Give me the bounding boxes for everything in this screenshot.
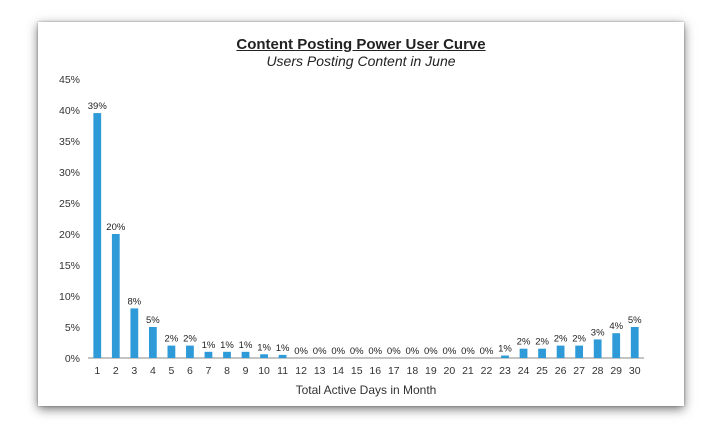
data-label: 0% bbox=[405, 346, 419, 357]
y-tick-label: 45% bbox=[59, 74, 80, 86]
x-tick-label: 18 bbox=[406, 365, 418, 377]
data-label: 1% bbox=[239, 340, 253, 351]
y-axis: 0% 5% 10% 15% 20% 25% 30% 35% 40% 45% bbox=[59, 74, 80, 365]
data-label: 0% bbox=[461, 346, 475, 357]
bar bbox=[93, 113, 102, 358]
chart-card: Content Posting Power User Curve Users P… bbox=[38, 22, 684, 406]
x-tick-label: 21 bbox=[462, 365, 474, 377]
data-label: 0% bbox=[294, 346, 308, 357]
x-tick-label: 9 bbox=[243, 365, 249, 377]
x-tick-label: 29 bbox=[610, 365, 622, 377]
bar bbox=[204, 351, 213, 358]
data-label: 0% bbox=[443, 346, 457, 357]
x-tick-label: 15 bbox=[351, 365, 363, 377]
bar bbox=[519, 348, 528, 358]
data-label: 2% bbox=[572, 334, 586, 345]
bar bbox=[167, 345, 176, 358]
bar bbox=[501, 355, 509, 358]
x-tick-label: 30 bbox=[629, 365, 641, 377]
x-tick-label: 20 bbox=[444, 365, 456, 377]
y-tick-label: 25% bbox=[59, 198, 80, 210]
x-tick-label: 16 bbox=[369, 365, 381, 377]
x-tick-label: 25 bbox=[536, 365, 548, 377]
x-tick-label: 2 bbox=[113, 365, 119, 377]
x-tick-label: 17 bbox=[388, 365, 400, 377]
chart-subtitle: Users Posting Content in June bbox=[266, 53, 456, 69]
x-axis: 1 2 3 4 5 6 7 8 9 10 11 12 13 14 15 16 17 18 19 20 21 22 23 24 2… bbox=[94, 365, 640, 377]
x-tick-label: 28 bbox=[592, 365, 604, 377]
data-label: 2% bbox=[535, 337, 549, 348]
data-labels-group: 39% 20% 8% 5% 2% 2% 1% 1% 1% 1% 1% 0% 0% 0% 0% 0% 0% 0% 0%… bbox=[88, 101, 642, 357]
x-tick-label: 23 bbox=[499, 365, 511, 377]
x-tick-label: 22 bbox=[481, 365, 493, 377]
y-tick-label: 15% bbox=[59, 260, 80, 272]
x-tick-label: 27 bbox=[573, 365, 585, 377]
data-label: 8% bbox=[127, 296, 141, 307]
x-tick-label: 24 bbox=[518, 365, 530, 377]
data-label: 0% bbox=[331, 346, 345, 357]
bar bbox=[130, 308, 139, 358]
bar bbox=[556, 345, 565, 358]
data-label: 4% bbox=[609, 321, 623, 332]
x-tick-label: 8 bbox=[224, 365, 230, 377]
data-label: 5% bbox=[628, 315, 642, 326]
x-tick-label: 19 bbox=[425, 365, 437, 377]
data-label: 20% bbox=[106, 222, 126, 233]
data-label: 1% bbox=[220, 340, 234, 351]
y-tick-label: 35% bbox=[59, 136, 80, 148]
x-tick-label: 7 bbox=[206, 365, 212, 377]
data-label: 0% bbox=[350, 346, 364, 357]
bars-group bbox=[93, 113, 639, 358]
x-tick-label: 6 bbox=[187, 365, 193, 377]
y-tick-label: 30% bbox=[59, 167, 80, 179]
y-tick-label: 40% bbox=[59, 105, 80, 117]
data-label: 0% bbox=[313, 346, 327, 357]
data-label: 0% bbox=[480, 346, 494, 357]
y-tick-label: 20% bbox=[59, 229, 80, 241]
data-label: 3% bbox=[591, 327, 605, 338]
x-tick-label: 13 bbox=[314, 365, 326, 377]
data-label: 1% bbox=[257, 342, 271, 353]
y-tick-label: 5% bbox=[65, 322, 80, 334]
bar bbox=[278, 354, 287, 358]
bar bbox=[575, 345, 584, 358]
data-label: 5% bbox=[146, 315, 160, 326]
bar bbox=[148, 327, 157, 358]
x-axis-label: Total Active Days in Month bbox=[296, 383, 437, 397]
bar bbox=[538, 348, 546, 358]
bar bbox=[260, 354, 268, 358]
data-label: 2% bbox=[554, 334, 568, 345]
data-label: 0% bbox=[368, 346, 382, 357]
x-tick-label: 10 bbox=[258, 365, 270, 377]
plot-area: 0%5%10%15%20%25%30%35%40%45% 39%20%8%5%2… bbox=[59, 74, 644, 397]
bar bbox=[186, 345, 194, 358]
bar bbox=[223, 351, 231, 358]
x-tick-label: 5 bbox=[168, 365, 174, 377]
x-tick-label: 26 bbox=[555, 365, 567, 377]
data-label: 2% bbox=[183, 334, 197, 345]
data-label: 1% bbox=[276, 343, 290, 354]
data-label: 39% bbox=[88, 101, 108, 112]
data-label: 0% bbox=[387, 346, 401, 357]
bar bbox=[111, 234, 120, 358]
data-label: 2% bbox=[165, 334, 179, 345]
data-label: 0% bbox=[424, 346, 438, 357]
bar bbox=[630, 327, 639, 358]
data-label: 1% bbox=[498, 344, 512, 355]
x-tick-label: 12 bbox=[295, 365, 307, 377]
chart-title: Content Posting Power User Curve bbox=[236, 36, 486, 53]
data-label: 1% bbox=[202, 340, 216, 351]
y-tick-label: 10% bbox=[59, 291, 80, 303]
y-tick-label: 0% bbox=[65, 353, 80, 365]
x-tick-label: 1 bbox=[94, 365, 100, 377]
bar bbox=[612, 333, 621, 358]
x-tick-label: 4 bbox=[150, 365, 156, 377]
bar bbox=[241, 351, 250, 358]
bar bbox=[593, 339, 602, 358]
data-label: 2% bbox=[517, 337, 531, 348]
x-tick-label: 3 bbox=[131, 365, 137, 377]
x-tick-label: 11 bbox=[277, 365, 288, 377]
x-tick-label: 14 bbox=[332, 365, 344, 377]
